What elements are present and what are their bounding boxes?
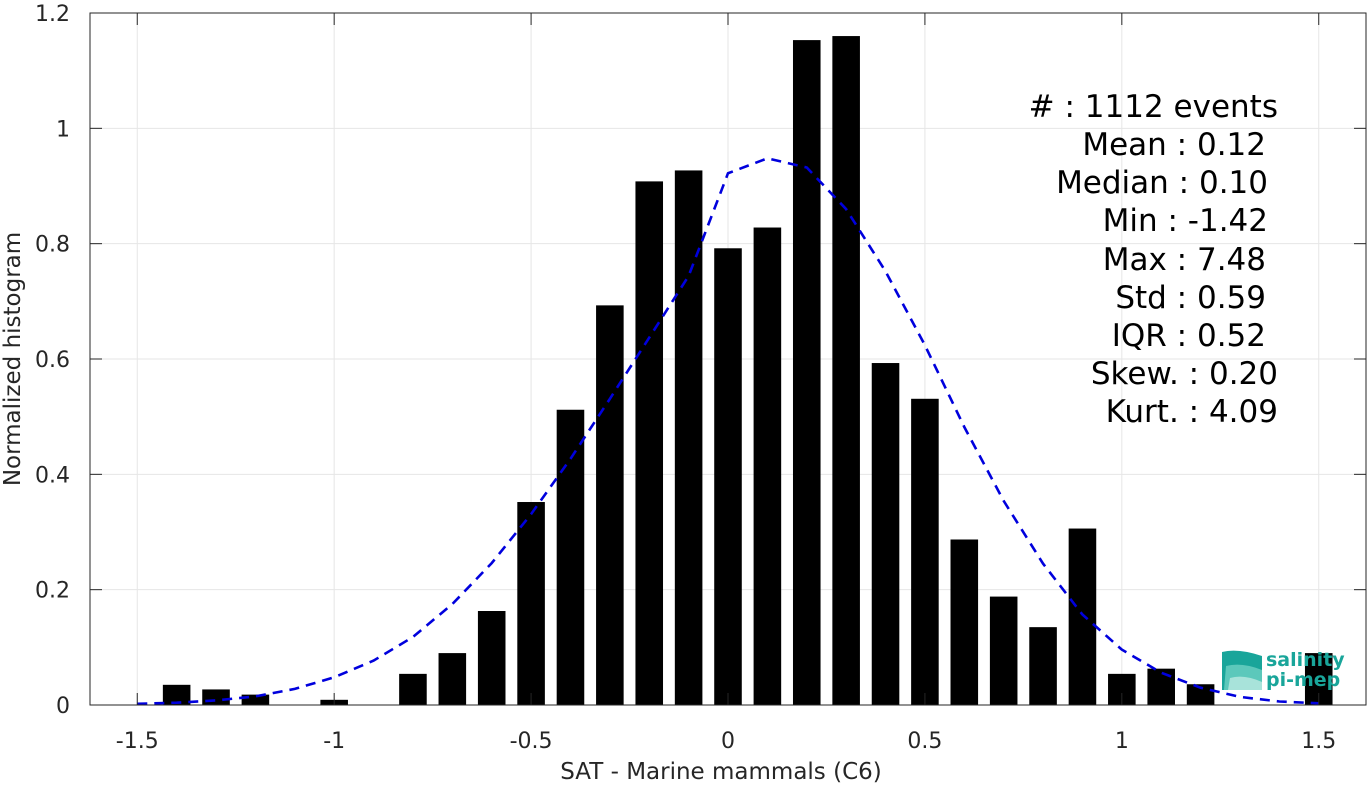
y-tick-label-5: 1	[56, 117, 70, 142]
histogram-bar-14	[792, 40, 821, 705]
x-tick-label-2: -0.5	[510, 729, 553, 754]
stats-iqr: IQR : 0.52	[1112, 318, 1266, 354]
y-tick-labels: 0 0.2 0.4 0.6 0.8 1 1.2	[35, 2, 70, 719]
wave-logo-layer-2	[1228, 676, 1262, 690]
logo-line1: salinity	[1266, 649, 1345, 671]
histogram-bar-17	[911, 398, 939, 705]
histogram-bar-21	[1068, 528, 1097, 705]
x-tick-label-1: -1	[323, 729, 345, 754]
y-tick-label-4: 0.8	[35, 233, 70, 258]
histogram-bar-12	[714, 248, 742, 705]
histogram-bar-16	[871, 363, 900, 705]
histogram-bar-7	[517, 502, 545, 705]
logo-line2: pi-mep	[1266, 669, 1340, 691]
y-tick-label-2: 0.4	[35, 463, 70, 488]
histogram-bar-6	[477, 611, 506, 705]
stats-min: Min : -1.42	[1103, 203, 1268, 239]
axis-ticks	[90, 12, 1366, 706]
histogram-bars	[162, 36, 1333, 706]
histogram-bar-11	[674, 170, 703, 705]
x-tick-label-5: 1	[1115, 729, 1129, 754]
gaussian-fit-curve	[137, 156, 1319, 706]
histogram-bar-5	[438, 653, 467, 705]
histogram-bar-24	[1186, 684, 1215, 705]
stats-median: Median : 0.10	[1056, 165, 1268, 201]
y-axis-label: Normalized histogram	[0, 232, 26, 486]
histogram-bar-9	[596, 305, 624, 705]
histogram-bar-20	[1029, 627, 1057, 705]
histogram-bar-15	[832, 36, 860, 706]
histogram-bar-4	[399, 673, 427, 705]
salinity-pi-mep-logo: salinity pi-mep	[1222, 649, 1345, 691]
histogram-bar-2	[241, 694, 270, 705]
histogram-bar-19	[989, 596, 1018, 705]
stats-events: # : 1112 events	[1029, 89, 1278, 125]
stats-std: Std : 0.59	[1115, 280, 1266, 316]
stats-kurt: Kurt. : 4.09	[1106, 394, 1278, 430]
x-axis-label: SAT - Marine mammals (C6)	[560, 759, 882, 785]
stats-max: Max : 7.48	[1103, 242, 1266, 278]
x-tick-label-4: 0.5	[907, 729, 942, 754]
stats-skew: Skew. : 0.20	[1091, 356, 1278, 392]
histogram-bar-10	[635, 181, 664, 706]
x-tick-label-3: 0	[721, 729, 735, 754]
x-tick-labels: -1.5 -1 -0.5 0 0.5 1 1.5	[116, 729, 1336, 754]
y-tick-label-3: 0.6	[35, 348, 70, 373]
histogram-bar-23	[1147, 668, 1175, 705]
y-tick-label-0: 0	[56, 694, 70, 719]
histogram-bar-0	[162, 684, 191, 705]
stats-box: # : 1112 events Mean : 0.12 Median : 0.1…	[1029, 89, 1278, 430]
histogram-bar-1	[202, 689, 230, 705]
histogram-bar-13	[753, 227, 782, 705]
histogram-bar-18	[950, 539, 979, 705]
histogram-bar-8	[556, 409, 585, 705]
y-tick-label-6: 1.2	[35, 2, 70, 27]
wave-logo-icon	[1222, 650, 1262, 690]
x-tick-label-6: 1.5	[1301, 729, 1336, 754]
y-tick-label-1: 0.2	[35, 579, 70, 604]
x-tick-label-0: -1.5	[116, 729, 159, 754]
stats-mean: Mean : 0.12	[1082, 127, 1266, 163]
